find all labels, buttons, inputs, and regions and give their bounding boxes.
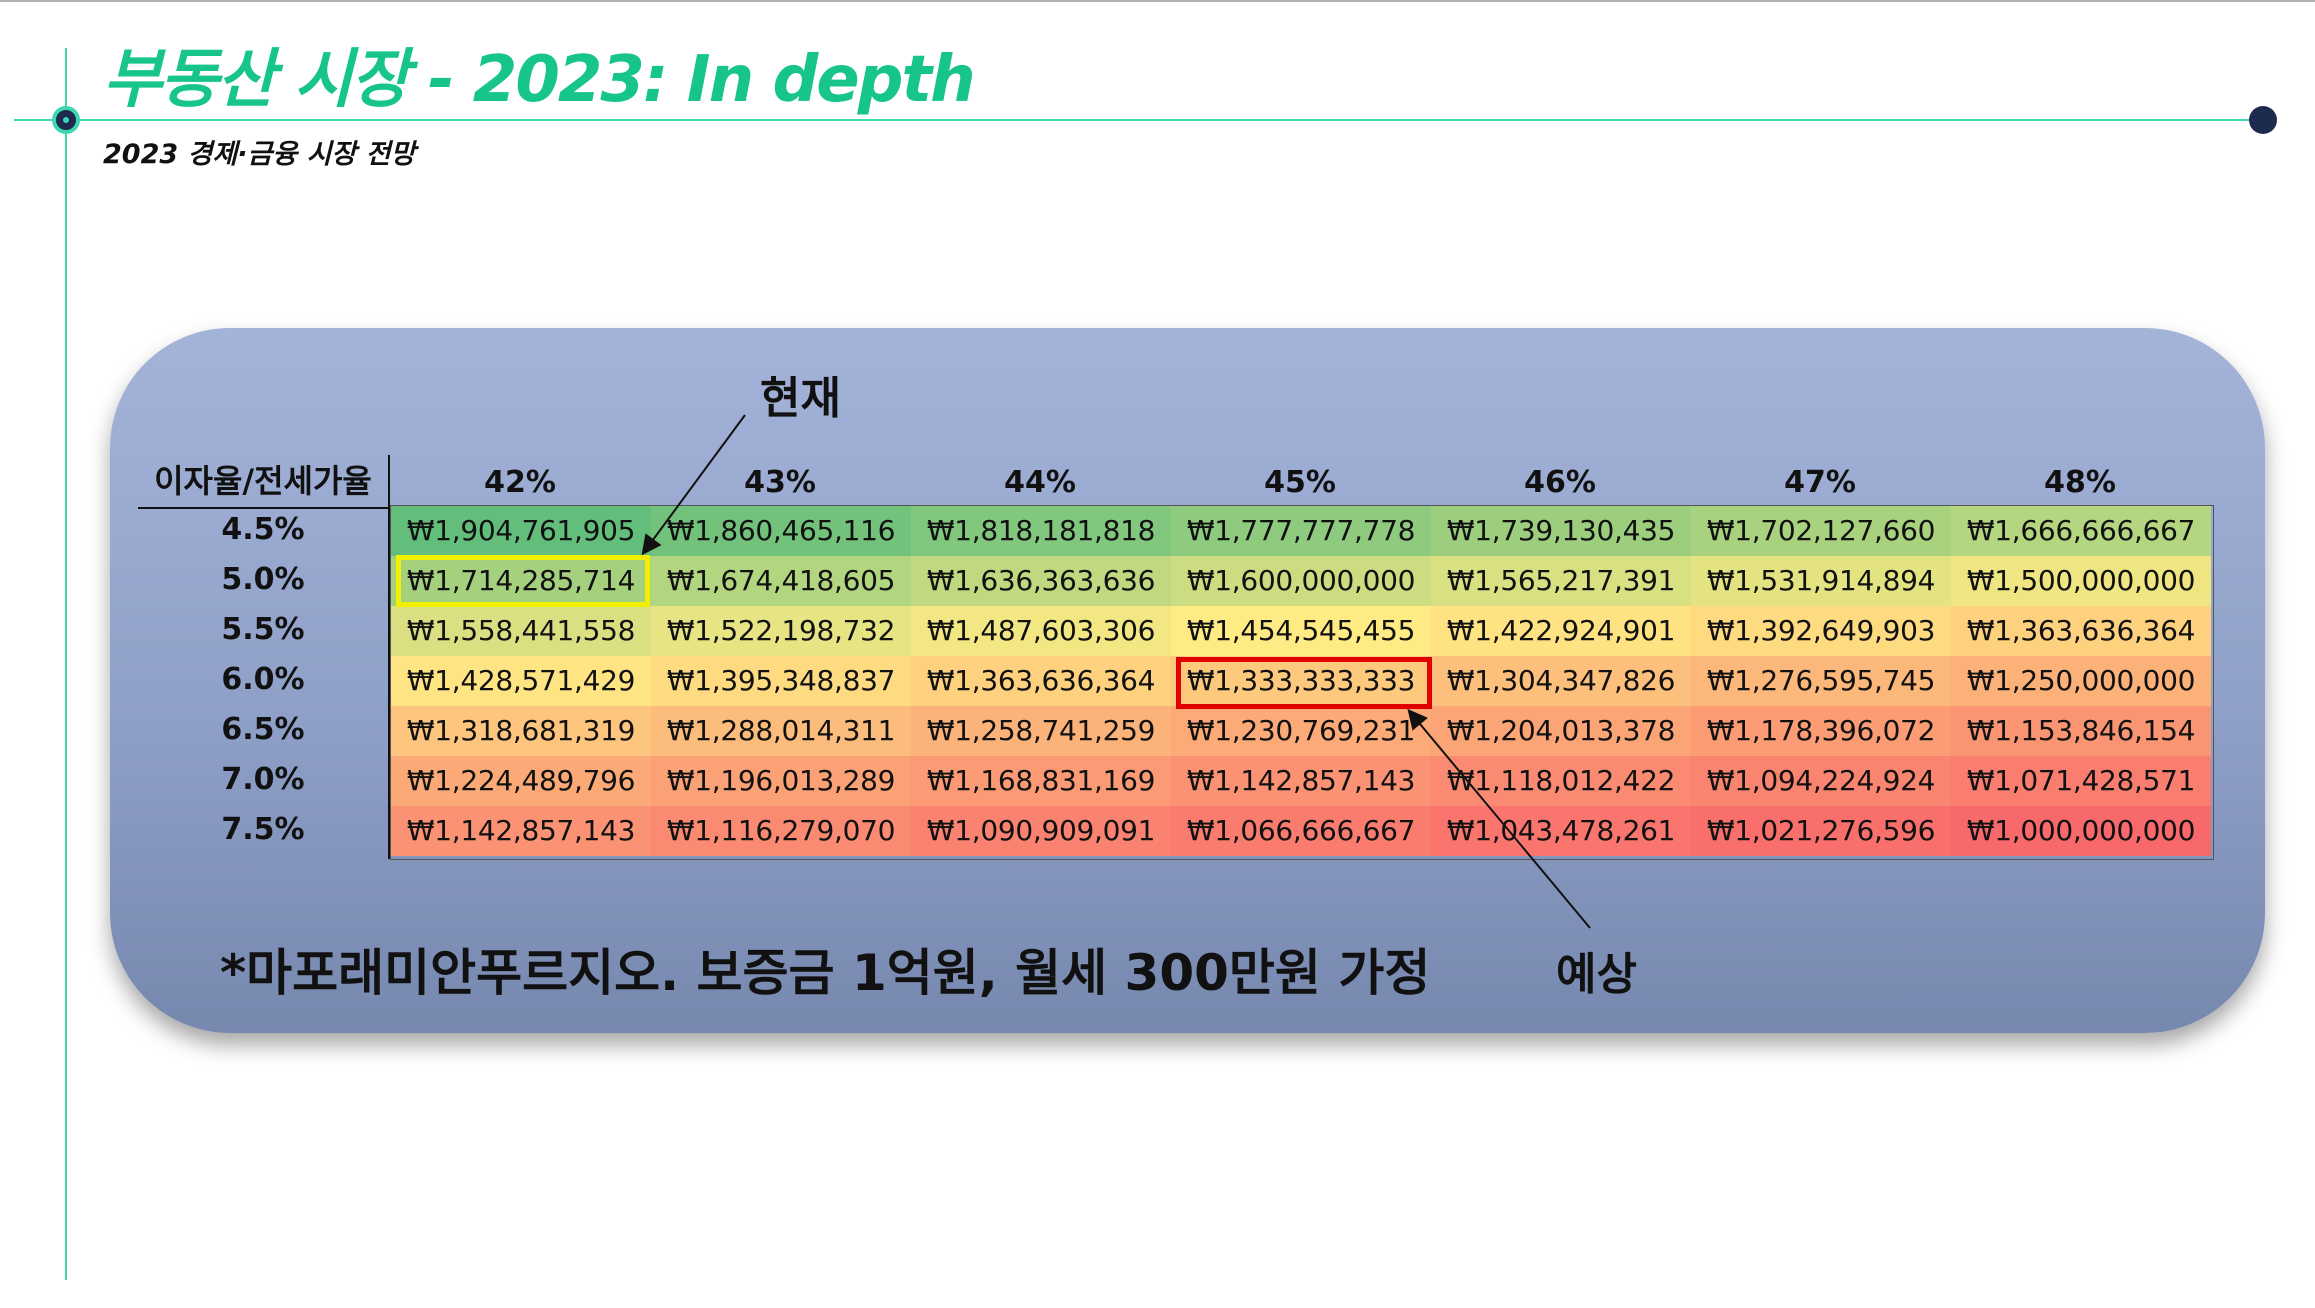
top-border xyxy=(0,0,2315,2)
table-cell: ₩1,392,649,903 xyxy=(1691,606,1951,656)
expected-label: 예상 xyxy=(1556,949,1637,1000)
table-cell: ₩1,318,681,319 xyxy=(391,706,651,756)
table-cell: ₩1,276,595,745 xyxy=(1691,656,1951,706)
table-cell: ₩1,428,571,429 xyxy=(391,656,651,706)
table-cell: ₩1,142,857,143 xyxy=(1171,756,1431,806)
table-cell: ₩1,739,130,435 xyxy=(1431,506,1691,556)
column-header: 42% xyxy=(484,465,556,500)
table-cell: ₩1,090,909,091 xyxy=(911,806,1171,856)
column-header: 47% xyxy=(1784,465,1856,500)
column-header: 48% xyxy=(2044,465,2116,500)
table-cell: ₩1,522,198,732 xyxy=(651,606,911,656)
table-cell: ₩1,258,741,259 xyxy=(911,706,1171,756)
table-cell: ₩1,204,013,378 xyxy=(1431,706,1691,756)
row-header: 7.0% xyxy=(221,762,305,797)
table-cell: ₩1,674,418,605 xyxy=(651,556,911,606)
table-cell: ₩1,000,000,000 xyxy=(1951,806,2211,856)
current-highlight-box xyxy=(396,555,650,607)
heatmap-grid: ₩1,904,761,905 ₩1,860,465,116 ₩1,818,181,8… xyxy=(390,505,2214,860)
table-cell: ₩1,666,666,667 xyxy=(1951,506,2211,556)
table-cell: ₩1,363,636,364 xyxy=(1951,606,2211,656)
table-cell: ₩1,487,603,306 xyxy=(911,606,1171,656)
table-cell: ₩1,250,000,000 xyxy=(1951,656,2211,706)
vertical-accent-line xyxy=(65,48,67,1280)
table-cell: ₩1,142,857,143 xyxy=(391,806,651,856)
table-cell: ₩1,454,545,455 xyxy=(1171,606,1431,656)
table-cell: ₩1,071,428,571 xyxy=(1951,756,2211,806)
table-cell: ₩1,777,777,778 xyxy=(1171,506,1431,556)
table-cell: ₩1,224,489,796 xyxy=(391,756,651,806)
row-header: 6.5% xyxy=(221,712,305,747)
row-header: 7.5% xyxy=(221,812,305,847)
footnote: *마포래미안푸르지오. 보증금 1억원, 월세 300만원 가정 xyxy=(220,944,1431,1002)
slide-title: 부동산 시장 - 2023: In depth xyxy=(103,43,976,117)
column-header: 43% xyxy=(744,465,816,500)
table-cell: ₩1,153,846,154 xyxy=(1951,706,2211,756)
header-separator xyxy=(388,455,390,859)
table-cell: ₩1,818,181,818 xyxy=(911,506,1171,556)
table-cell: ₩1,702,127,660 xyxy=(1691,506,1951,556)
right-dot-icon xyxy=(2249,106,2277,134)
table-cell: ₩1,860,465,116 xyxy=(651,506,911,556)
table-cell: ₩1,714,285,714 xyxy=(391,556,651,606)
row-header: 4.5% xyxy=(221,512,305,547)
row-header: 5.0% xyxy=(221,562,305,597)
table-cell: ₩1,636,363,636 xyxy=(911,556,1171,606)
table-cell: ₩1,558,441,558 xyxy=(391,606,651,656)
table-cell: ₩1,422,924,901 xyxy=(1431,606,1691,656)
left-dot-icon xyxy=(52,106,80,134)
table-cell: ₩1,500,000,000 xyxy=(1951,556,2211,606)
table-cell: ₩1,230,769,231 xyxy=(1171,706,1431,756)
table-cell: ₩1,168,831,169 xyxy=(911,756,1171,806)
table-cell: ₩1,288,014,311 xyxy=(651,706,911,756)
table-cell: ₩1,196,013,289 xyxy=(651,756,911,806)
table-cell: ₩1,304,347,826 xyxy=(1431,656,1691,706)
table-cell: ₩1,395,348,837 xyxy=(651,656,911,706)
column-header: 45% xyxy=(1264,465,1336,500)
table-cell: ₩1,118,012,422 xyxy=(1431,756,1691,806)
table-cell: ₩1,116,279,070 xyxy=(651,806,911,856)
table-cell: ₩1,363,636,364 xyxy=(911,656,1171,706)
table-cell: ₩1,904,761,905 xyxy=(391,506,651,556)
horizontal-accent-line xyxy=(14,119,2264,121)
row-header: 5.5% xyxy=(221,612,305,647)
table-cell: ₩1,178,396,072 xyxy=(1691,706,1951,756)
slide-subtitle: 2023 경제·금융 시장 전망 xyxy=(103,139,416,170)
table-cell: ₩1,600,000,000 xyxy=(1171,556,1431,606)
column-header: 46% xyxy=(1524,465,1596,500)
table-cell: ₩1,531,914,894 xyxy=(1691,556,1951,606)
table-cell: ₩1,333,333,333 xyxy=(1171,656,1431,706)
table-cell: ₩1,021,276,596 xyxy=(1691,806,1951,856)
corner-label: 이자율/전세가율 xyxy=(138,455,388,509)
table-cell: ₩1,066,666,667 xyxy=(1171,806,1431,856)
current-label: 현재 xyxy=(760,373,841,424)
row-header: 6.0% xyxy=(221,662,305,697)
table-cell: ₩1,043,478,261 xyxy=(1431,806,1691,856)
table-cell: ₩1,565,217,391 xyxy=(1431,556,1691,606)
column-header: 44% xyxy=(1004,465,1076,500)
table-cell: ₩1,094,224,924 xyxy=(1691,756,1951,806)
expected-highlight-box xyxy=(1176,657,1432,709)
